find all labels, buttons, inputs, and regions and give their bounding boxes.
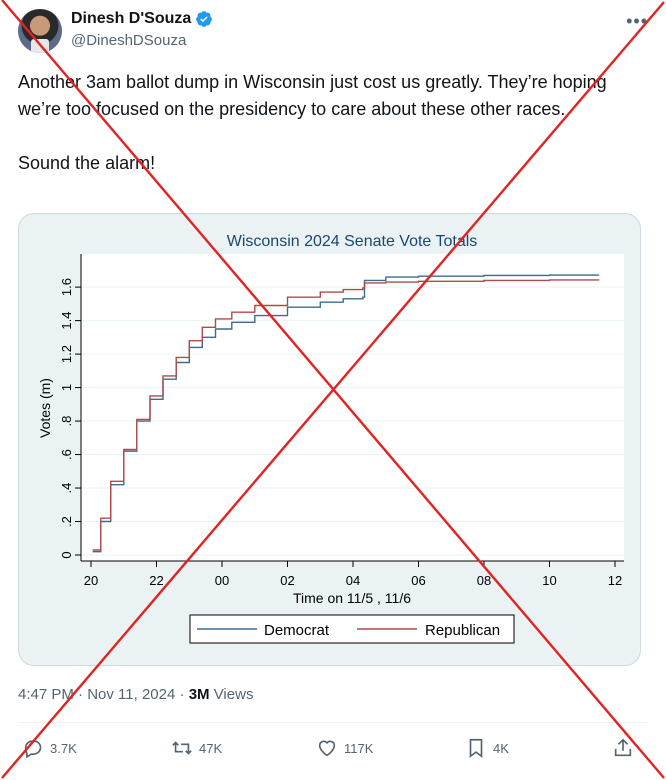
x-tick-label: 22: [149, 573, 163, 588]
views-count: 3M: [188, 686, 210, 703]
y-tick-label: 1.6: [59, 278, 74, 296]
tweet-date[interactable]: Nov 11, 2024: [87, 686, 176, 703]
bookmark-icon: [469, 738, 483, 758]
author-name[interactable]: Dinesh D'Souza: [71, 10, 192, 27]
repost-count: 47K: [199, 740, 223, 756]
y-axis-label: Votes (m): [37, 378, 53, 438]
tweet-text: Another 3am ballot dump in Wisconsin jus…: [18, 72, 607, 173]
meta-separator: ·: [179, 686, 185, 703]
tweet-header: Dinesh D'Souza @DineshDSouza •••: [18, 9, 648, 55]
heart-icon: [318, 740, 336, 757]
bookmark-button[interactable]: 4K: [465, 737, 509, 759]
x-tick-label: 08: [477, 573, 491, 588]
author-handle[interactable]: @DineshDSouza: [71, 32, 187, 49]
verified-badge-icon: [196, 11, 213, 27]
reply-icon: [24, 740, 42, 759]
repost-icon: [172, 741, 192, 755]
x-tick-label: 10: [542, 573, 556, 588]
more-options-icon[interactable]: •••: [626, 11, 648, 31]
meta-separator: ·: [78, 686, 84, 703]
legend-label-democrat: Democrat: [264, 622, 330, 639]
legend-label-republican: Republican: [425, 622, 500, 639]
tweet-meta: 4:47 PM · Nov 11, 2024 · 3M Views: [18, 686, 253, 703]
x-tick-label: 00: [215, 573, 229, 588]
y-tick-label: 1.4: [59, 312, 74, 330]
reply-button[interactable]: 3.7K: [22, 737, 77, 759]
y-tick-label: 1.2: [59, 345, 74, 363]
bookmark-count: 4K: [493, 740, 509, 756]
x-axis-label: Time on 11/5 , 11/6: [293, 590, 411, 606]
y-tick-label: .6: [59, 449, 74, 460]
views-label: Views: [213, 686, 254, 703]
x-tick-label: 06: [411, 573, 425, 588]
share-button[interactable]: [612, 737, 634, 759]
action-bar: 3.7K 47K 117K 4K: [18, 737, 640, 765]
y-tick-label: .2: [59, 516, 74, 527]
share-icon: [614, 738, 632, 757]
senate-vote-chart: Wisconsin 2024 Senate Vote Totals 0 .2 .4.…: [37, 233, 624, 644]
chart-title: Wisconsin 2024 Senate Vote Totals: [227, 233, 478, 250]
tweet-media-chart[interactable]: Wisconsin 2024 Senate Vote Totals 0 .2 .4.…: [18, 213, 641, 666]
like-button[interactable]: 117K: [316, 737, 373, 759]
reply-count: 3.7K: [50, 740, 77, 756]
x-tick-label: 02: [280, 573, 294, 588]
author-name-row[interactable]: Dinesh D'Souza: [71, 10, 213, 28]
avatar[interactable]: [18, 9, 62, 53]
x-tick-label: 20: [84, 573, 98, 588]
tweet-time[interactable]: 4:47 PM: [18, 686, 74, 703]
y-tick-label: 1: [59, 384, 74, 391]
like-count: 117K: [344, 740, 374, 756]
y-tick-label: 0: [59, 551, 74, 558]
chart-legend: Democrat Republican: [189, 614, 515, 644]
y-tick-label: .4: [59, 483, 74, 494]
y-tick-label: .8: [59, 416, 74, 427]
x-tick-label: 12: [608, 573, 622, 588]
divider: [18, 722, 648, 723]
plot-area: [81, 254, 624, 561]
repost-button[interactable]: 47K: [171, 737, 222, 759]
x-tick-label: 04: [346, 573, 360, 588]
